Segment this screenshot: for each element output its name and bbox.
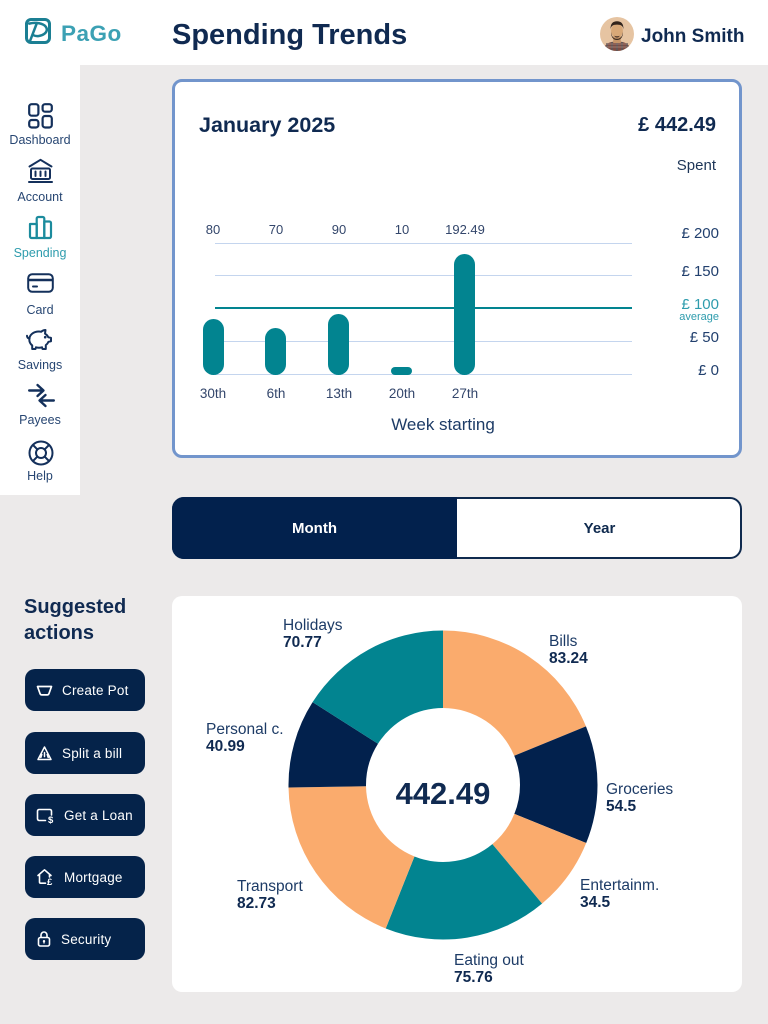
svg-text:£: £: [47, 877, 53, 886]
svg-text:$: $: [48, 815, 54, 824]
